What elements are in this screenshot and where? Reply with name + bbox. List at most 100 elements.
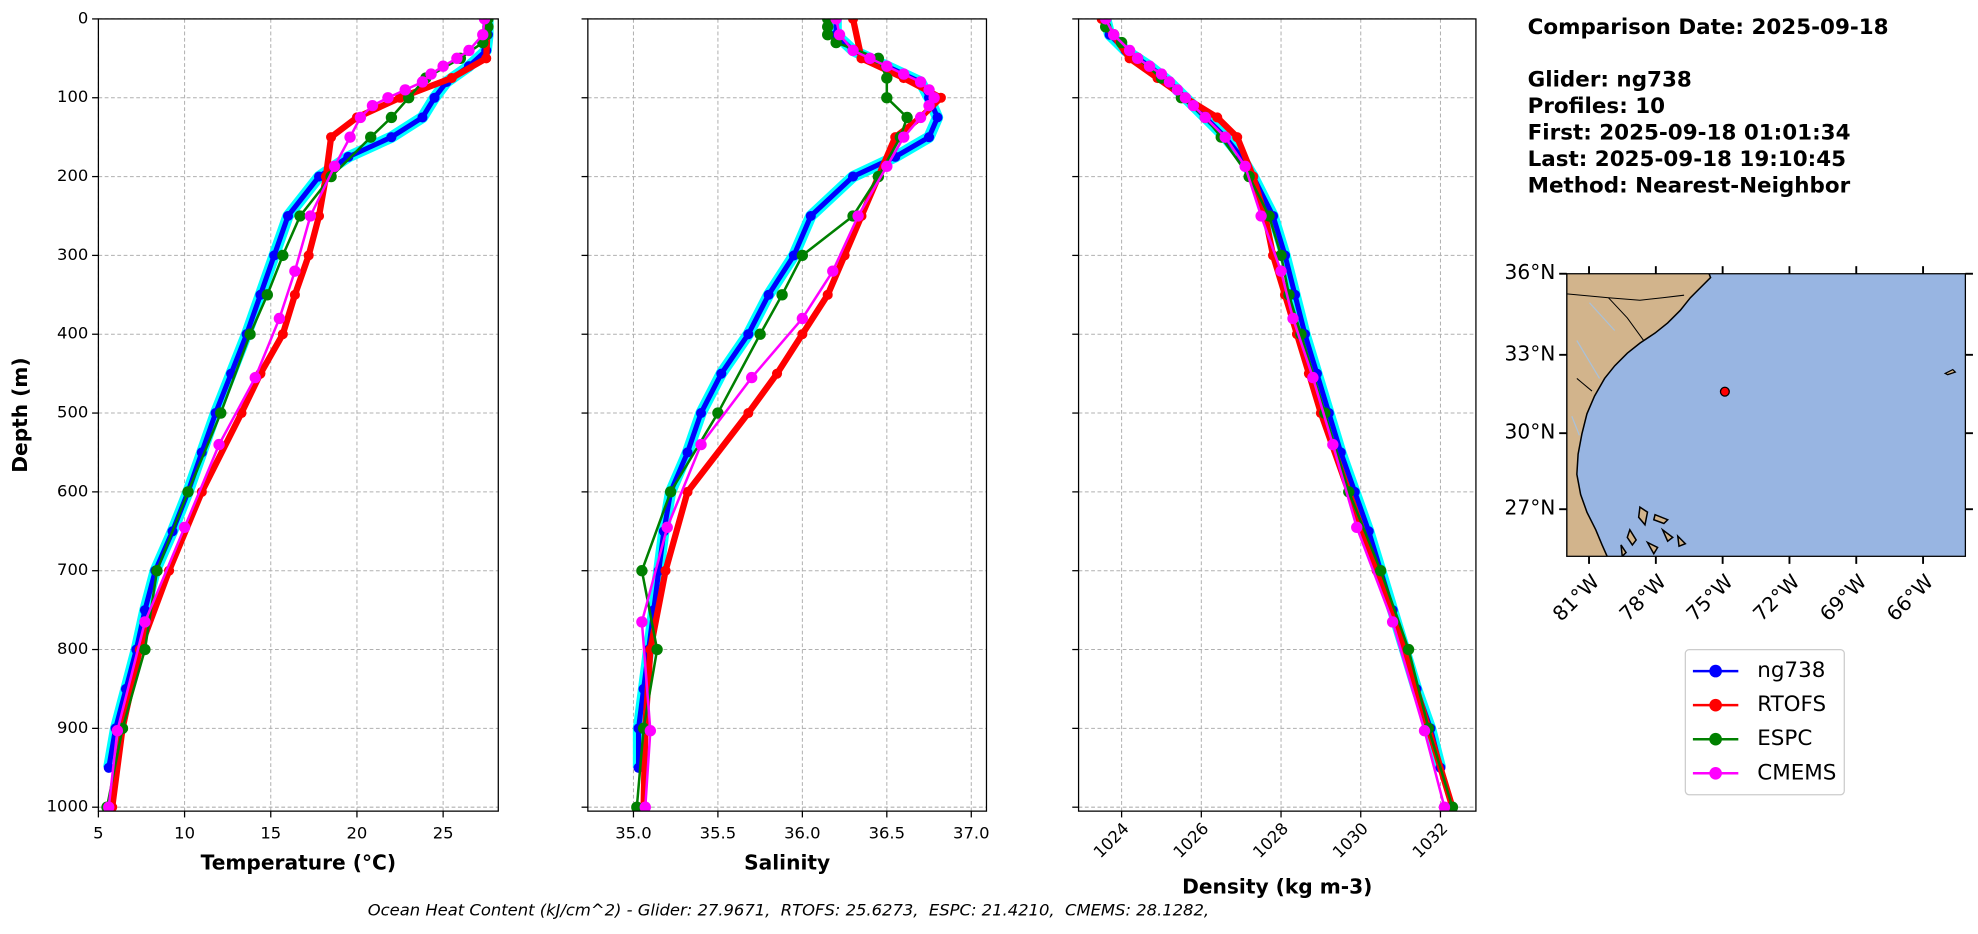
profile-marker — [695, 408, 707, 419]
profile-line — [640, 18, 936, 808]
y-tick-label: 100 — [57, 87, 88, 106]
profile-marker — [269, 250, 280, 261]
map-frame — [1566, 273, 1967, 557]
y-tick-label: 900 — [57, 718, 88, 737]
profile-marker — [852, 210, 864, 222]
profile-marker — [743, 329, 754, 340]
info-title: Comparison Date: 2025-09-18 — [1528, 15, 1889, 40]
profile-marker — [1402, 643, 1415, 656]
state-border — [1576, 378, 1593, 392]
state-border — [1608, 297, 1645, 341]
legend-marker — [1709, 664, 1722, 678]
profile-marker — [1199, 111, 1211, 124]
profile-marker — [833, 29, 846, 41]
profile-marker — [1099, 18, 1112, 25]
profile-marker — [682, 486, 693, 497]
profile-marker — [827, 265, 839, 277]
profile-marker — [914, 76, 927, 88]
profile-marker — [1438, 801, 1451, 812]
profile-marker — [660, 565, 671, 576]
profile-marker — [425, 68, 437, 80]
profile-marker — [1374, 565, 1387, 577]
state-border — [1566, 293, 1685, 301]
x-tick-label: 20 — [347, 823, 368, 842]
y-tick-label: 30°N — [1505, 420, 1556, 444]
islands — [1620, 505, 1687, 557]
profile-marker — [417, 112, 428, 123]
profile-marker — [304, 210, 317, 222]
profile-marker — [151, 565, 163, 577]
profile-marker — [822, 21, 834, 33]
profile-marker — [1386, 616, 1399, 628]
y-tick-label: 800 — [57, 639, 88, 658]
profile-marker — [695, 438, 707, 451]
profile-marker — [822, 29, 834, 41]
profile-marker — [478, 18, 491, 25]
y-axis-label: Depth (m) — [8, 357, 32, 472]
profile-marker — [771, 368, 783, 379]
profile-marker — [1155, 68, 1168, 80]
profile-marker — [313, 210, 325, 222]
y-tick-label: 200 — [57, 166, 88, 185]
profile-marker — [901, 111, 913, 124]
profile-marker — [636, 616, 648, 628]
profile-marker — [644, 725, 657, 737]
profile-marker — [881, 60, 893, 72]
profile-marker — [1255, 210, 1267, 222]
plot-area — [631, 18, 946, 812]
profile-line — [635, 18, 909, 808]
info-line: Profiles: 10 — [1528, 94, 1665, 119]
river — [1571, 302, 1616, 436]
profile-marker — [651, 643, 663, 656]
info-line: Method: Nearest-Neighbor — [1528, 174, 1851, 199]
profile-marker — [365, 131, 377, 143]
legend: ng738 RTOFS ESPC CMEMS — [1684, 649, 1845, 796]
profile-marker — [776, 289, 788, 301]
profile-marker — [830, 18, 842, 25]
y-tick-label: 36°N — [1505, 260, 1556, 284]
axes-frame — [1077, 18, 1477, 812]
profile-marker — [416, 76, 429, 88]
profile-marker — [1307, 371, 1319, 384]
y-tick-label: 400 — [57, 324, 88, 343]
profile-marker — [437, 60, 449, 72]
profile-marker — [847, 171, 859, 182]
profile-marker — [1219, 131, 1231, 143]
profile-marker — [178, 521, 191, 534]
land — [1566, 273, 1712, 557]
profile-marker — [182, 486, 194, 498]
y-tick-label: 33°N — [1505, 341, 1556, 365]
profile-marker — [796, 312, 809, 325]
legend-label: ng738 — [1757, 658, 1825, 683]
y-tick-label: 600 — [57, 481, 88, 500]
x-axis-label: Density (kg m-3) — [1182, 875, 1372, 899]
profile-marker — [1187, 99, 1200, 112]
profile-marker — [451, 52, 463, 65]
profile-marker — [277, 329, 288, 340]
profile-marker — [289, 289, 300, 300]
plot-area — [1096, 18, 1459, 812]
profile-marker — [881, 72, 893, 84]
profile-marker — [273, 312, 286, 325]
profile-marker — [1171, 84, 1184, 96]
profile-marker — [914, 111, 927, 124]
profile-marker — [796, 249, 809, 262]
x-tick-label: 36.5 — [869, 823, 905, 842]
y-tick-label: 500 — [57, 403, 88, 422]
profile-marker — [923, 99, 935, 112]
profile-marker — [343, 151, 354, 162]
info-line: First: 2025-09-18 01:01:34 — [1528, 121, 1851, 146]
profile-marker — [847, 44, 859, 57]
x-axis-label: Temperature (°C) — [201, 851, 396, 875]
profile-marker — [103, 801, 115, 812]
x-tick-label: 37.0 — [953, 823, 989, 842]
legend-marker — [1709, 698, 1722, 712]
profile-marker — [1124, 53, 1135, 64]
profile-marker — [344, 131, 356, 143]
profile-marker — [236, 408, 247, 419]
profile-marker — [881, 160, 893, 173]
legend-box — [1684, 649, 1845, 796]
profile-marker — [864, 52, 876, 65]
profile-marker — [636, 565, 648, 577]
